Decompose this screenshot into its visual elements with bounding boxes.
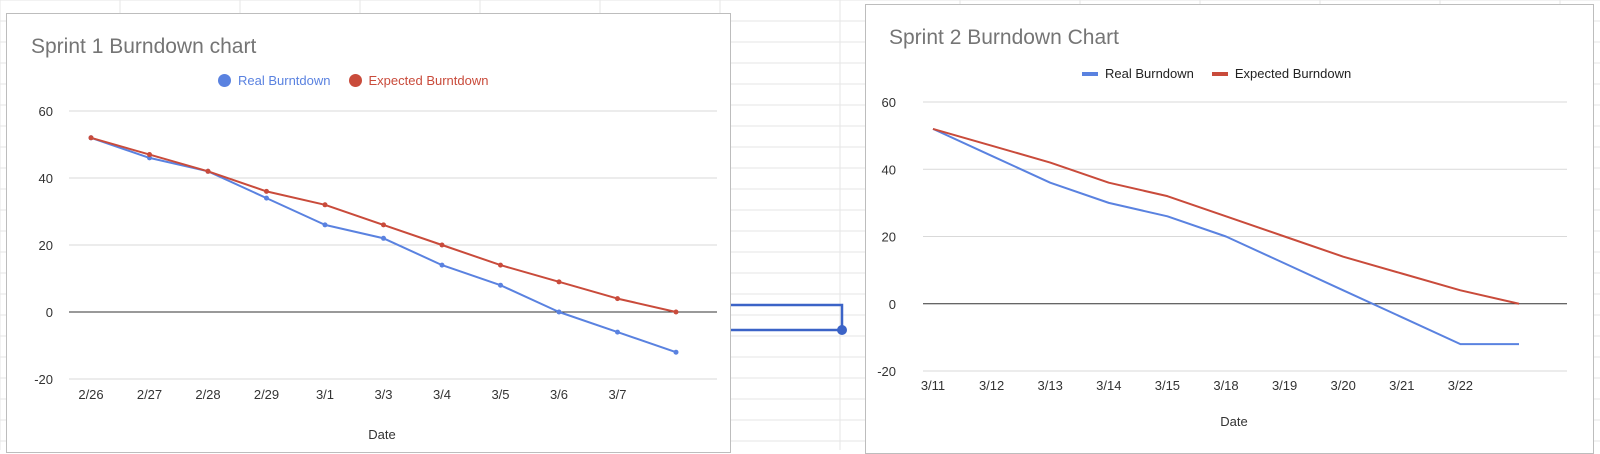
data-point-expected[interactable] bbox=[556, 279, 562, 285]
x-tick-label: 2/29 bbox=[254, 387, 279, 402]
y-tick-label: 60 bbox=[882, 95, 896, 110]
sprint-2-burndown-chart[interactable]: 60 40 20 0 -20 3/11 3/12 3/13 3/14 3/15 3/18 3/19 3/… bbox=[865, 4, 1594, 454]
chart-legend: Real Burntdown Expected Burntdown bbox=[218, 73, 488, 88]
legend-line-icon bbox=[1211, 71, 1228, 76]
chart-plot-area: 60 40 20 0 -20 3/11 3/12 3/13 3/14 3/15 3/18 3/19 3/… bbox=[877, 95, 1567, 429]
x-tick-label: 3/22 bbox=[1448, 378, 1473, 393]
data-point-expected[interactable] bbox=[673, 309, 679, 315]
series-line-expected[interactable] bbox=[932, 127, 1520, 305]
data-point-expected[interactable] bbox=[381, 222, 386, 228]
x-tick-label: 2/27 bbox=[137, 387, 162, 402]
x-tick-label: 3/21 bbox=[1389, 378, 1414, 393]
legend-item-expected[interactable]: Expected Burndown bbox=[1211, 66, 1352, 81]
data-point-real[interactable] bbox=[673, 349, 679, 355]
y-tick-label: 60 bbox=[39, 104, 53, 119]
chart-title: Sprint 2 Burndown Chart bbox=[889, 26, 1119, 49]
y-tick-label: 20 bbox=[39, 238, 53, 253]
data-point-real[interactable] bbox=[322, 222, 328, 228]
data-point-expected[interactable] bbox=[439, 242, 445, 248]
x-tick-label: 3/12 bbox=[979, 378, 1004, 393]
x-tick-label: 3/4 bbox=[433, 387, 451, 402]
data-point-expected[interactable] bbox=[205, 168, 211, 174]
y-tick-label: 0 bbox=[889, 297, 896, 312]
chart-title: Sprint 1 Burndown chart bbox=[31, 35, 257, 58]
x-tick-label: 3/20 bbox=[1331, 378, 1356, 393]
legend-label: Real Burntdown bbox=[238, 73, 331, 88]
sprint-1-burndown-chart[interactable]: 60 40 20 0 -20 2/26 2/27 2/28 2/29 3/1 3/3 3/4 3/5 3/… bbox=[6, 13, 731, 453]
x-tick-label: 3/6 bbox=[550, 387, 568, 402]
data-point-real[interactable] bbox=[264, 195, 269, 201]
x-axis-title: Date bbox=[1220, 414, 1247, 429]
y-tick-label: 20 bbox=[882, 230, 896, 245]
legend-item-real[interactable]: Real Burndown bbox=[1082, 66, 1194, 81]
legend-label: Real Burndown bbox=[1105, 66, 1194, 81]
legend-item-expected[interactable]: Expected Burntdown bbox=[348, 73, 489, 88]
x-tick-label: 3/19 bbox=[1272, 378, 1297, 393]
chart-plot-area: 60 40 20 0 -20 2/26 2/27 2/28 2/29 3/1 3/3 3/4 3/5 3/… bbox=[34, 104, 717, 442]
connector-handle[interactable] bbox=[837, 325, 847, 335]
data-point-real[interactable] bbox=[381, 235, 386, 241]
data-point-expected[interactable] bbox=[88, 135, 94, 141]
x-tick-label: 3/5 bbox=[491, 387, 509, 402]
x-tick-label: 2/28 bbox=[195, 387, 220, 402]
y-tick-label: -20 bbox=[34, 372, 53, 387]
data-point-expected[interactable] bbox=[147, 152, 152, 158]
x-tick-label: 3/7 bbox=[608, 387, 626, 402]
data-point-real[interactable] bbox=[556, 309, 562, 315]
x-tick-label: 3/15 bbox=[1155, 378, 1180, 393]
data-point-real[interactable] bbox=[439, 262, 445, 268]
y-tick-label: -20 bbox=[877, 364, 896, 379]
x-tick-label: 3/14 bbox=[1096, 378, 1121, 393]
legend-dot-icon bbox=[348, 74, 362, 87]
data-point-expected[interactable] bbox=[264, 188, 269, 194]
legend-item-real[interactable]: Real Burntdown bbox=[218, 73, 331, 88]
x-tick-label: 3/1 bbox=[316, 387, 334, 402]
y-tick-label: 0 bbox=[46, 305, 53, 320]
series-line-real[interactable] bbox=[932, 127, 1519, 346]
data-point-real[interactable] bbox=[498, 282, 503, 288]
data-point-real[interactable] bbox=[615, 329, 620, 335]
x-tick-label: 3/13 bbox=[1038, 378, 1063, 393]
x-axis-title: Date bbox=[368, 427, 395, 442]
legend-label: Expected Burntdown bbox=[368, 73, 489, 88]
x-tick-label: 3/3 bbox=[374, 387, 392, 402]
legend-line-icon bbox=[1082, 71, 1098, 76]
legend-label: Expected Burndown bbox=[1234, 66, 1352, 81]
x-tick-label: 2/26 bbox=[78, 387, 103, 402]
x-tick-label: 3/11 bbox=[921, 378, 945, 393]
data-point-expected[interactable] bbox=[322, 202, 328, 208]
y-tick-label: 40 bbox=[882, 162, 896, 177]
data-point-expected[interactable] bbox=[498, 262, 503, 268]
x-tick-label: 3/18 bbox=[1213, 378, 1238, 393]
legend-dot-icon bbox=[218, 74, 231, 87]
data-point-expected[interactable] bbox=[615, 296, 620, 302]
chart-legend: Real Burndown Expected Burndown bbox=[1082, 66, 1351, 81]
y-tick-label: 40 bbox=[39, 171, 53, 186]
